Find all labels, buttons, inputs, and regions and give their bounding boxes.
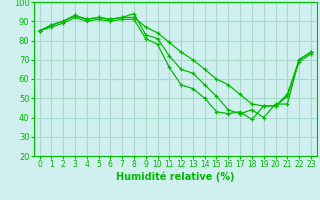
X-axis label: Humidité relative (%): Humidité relative (%) <box>116 172 235 182</box>
